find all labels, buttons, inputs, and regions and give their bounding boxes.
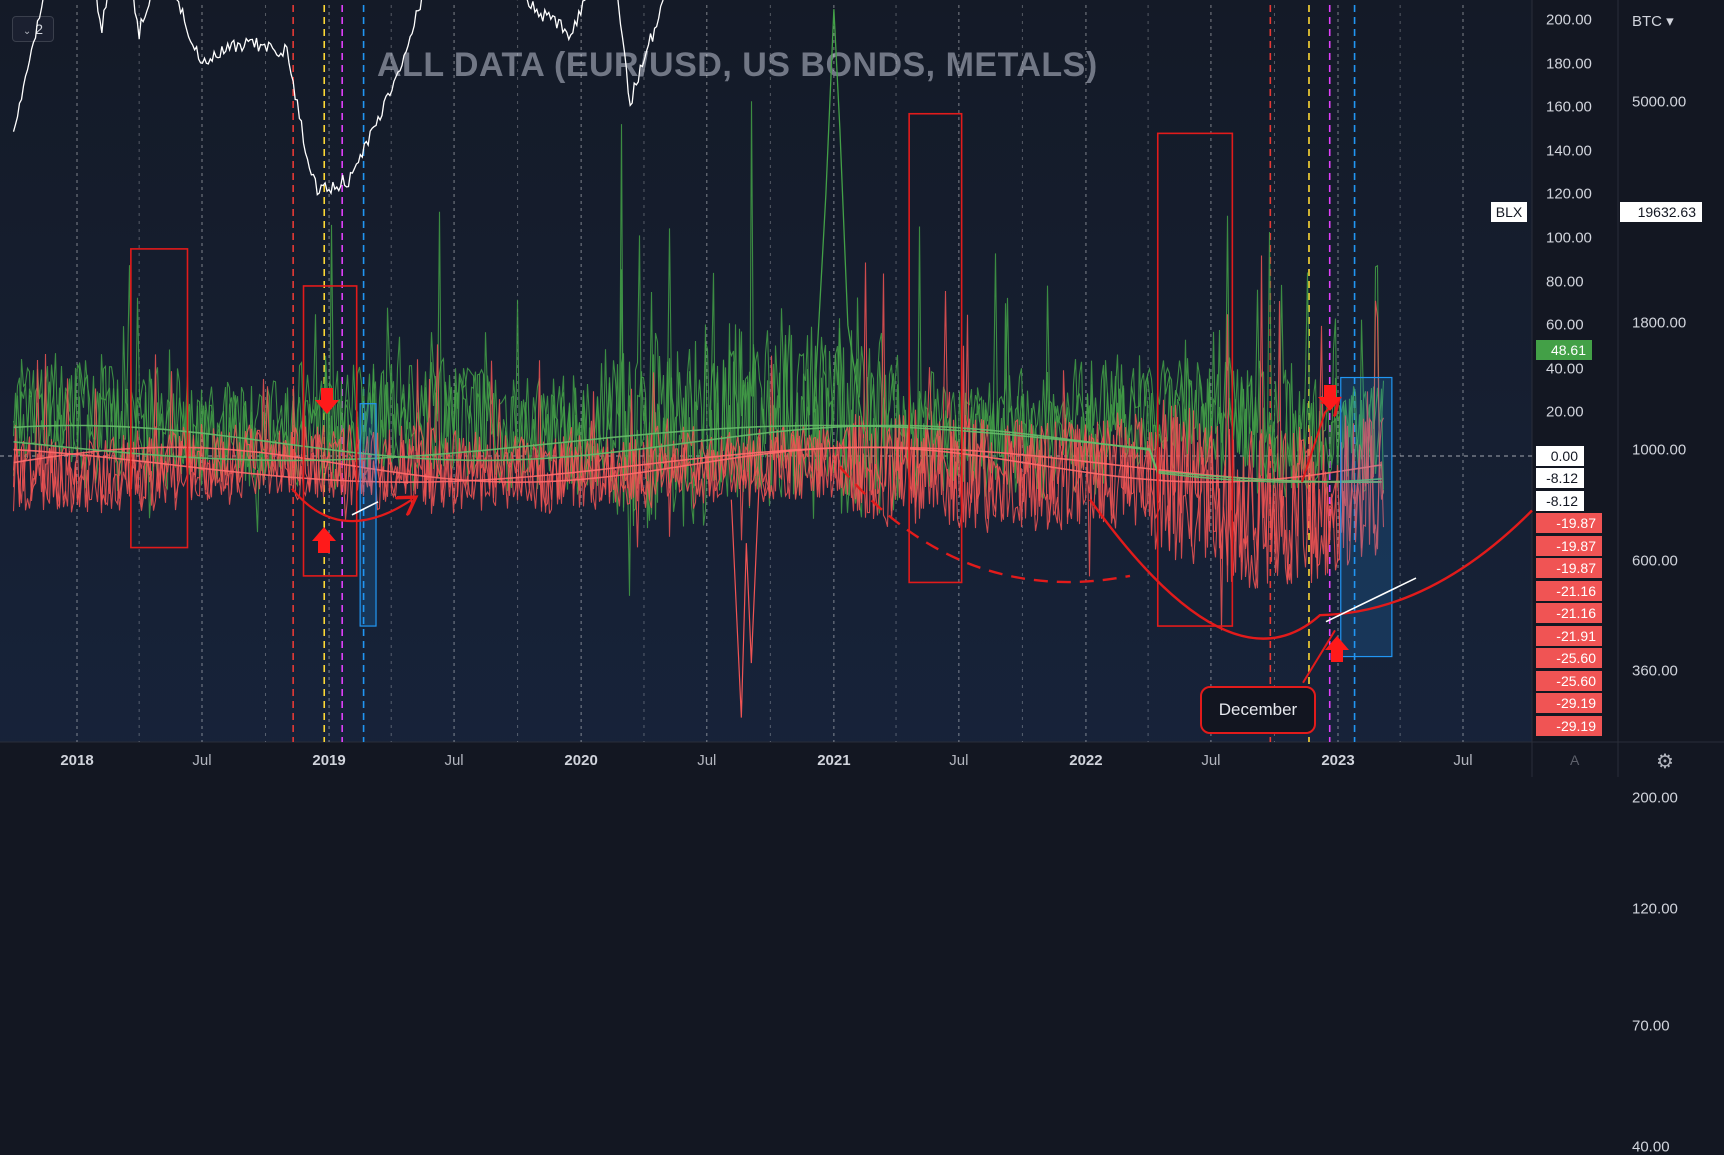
x-tick-label: 2018 — [60, 752, 94, 769]
y-tick-label-right: 600.00 — [1632, 552, 1678, 570]
moving-average-line — [13, 446, 1382, 484]
up-arrow-icon — [1325, 636, 1349, 662]
chevron-down-icon: ⌄ — [22, 26, 32, 37]
x-tick-label: 2022 — [1069, 752, 1103, 769]
last-value-label: -19.87 — [1536, 535, 1602, 556]
y-tick-label: 120.00 — [1546, 185, 1592, 203]
highlight-box-red — [1156, 132, 1234, 627]
y-tick-label: 60.00 — [1546, 316, 1584, 334]
last-value-label: -25.60 — [1536, 670, 1602, 691]
series-name-tag: BLX — [1491, 202, 1527, 222]
up-arrow-icon — [312, 527, 336, 553]
y-tick-label: 200.00 — [1546, 11, 1592, 29]
last-value-label: -19.87 — [1536, 513, 1602, 533]
last-value-label: -21.16 — [1536, 580, 1602, 601]
y-tick-label: 80.00 — [1546, 273, 1584, 291]
chevron-down-icon: ▾ — [1666, 13, 1674, 30]
x-tick-label: 2019 — [312, 752, 346, 769]
y-tick-label-right: 200.00 — [1632, 789, 1678, 807]
currency-label: BTC — [1632, 13, 1662, 30]
moving-average-line — [13, 424, 1382, 484]
y-tick-label-right: 5000.00 — [1632, 93, 1687, 111]
last-value-label: -29.19 — [1536, 715, 1602, 736]
y-tick-label: 180.00 — [1546, 55, 1592, 73]
last-value-label: 48.61 — [1536, 340, 1592, 360]
x-tick-label: Jul — [1201, 752, 1221, 769]
green-series-line — [12, 124, 1385, 596]
x-tick-label: 2023 — [1321, 752, 1355, 769]
chart-title: ALL DATA (EUR/USD, US BONDS, METALS) — [377, 46, 1098, 84]
highlight-box-red — [908, 112, 963, 584]
red-spike — [730, 477, 760, 718]
y-tick-label: 100.00 — [1546, 229, 1592, 247]
y-tick-label-right: 1000.00 — [1632, 441, 1687, 459]
last-value-label: -19.87 — [1536, 558, 1602, 578]
x-tick-label: Jul — [444, 752, 464, 769]
red-series-line — [12, 255, 1385, 584]
highlight-box-blue — [1340, 376, 1393, 658]
currency-selector[interactable]: BTC ▾ — [1632, 12, 1674, 30]
last-value-label: -29.19 — [1536, 693, 1602, 713]
blx-series-line — [12, 0, 664, 196]
layout-count: 2 — [35, 21, 44, 37]
december-callout: December — [1200, 686, 1316, 734]
highlight-box-red — [130, 248, 189, 549]
price-scale-panel — [1532, 0, 1724, 777]
chart-plot[interactable] — [0, 0, 1724, 777]
highlight-box-red — [302, 285, 358, 577]
down-arrow-icon — [1318, 385, 1342, 411]
layout-selector-button[interactable]: ⌄ 2 — [12, 16, 54, 42]
trend-segment — [351, 501, 379, 516]
y-tick-label: 40.00 — [1546, 360, 1584, 378]
time-axis-panel — [0, 742, 1724, 777]
trend-curve — [291, 488, 412, 523]
y-tick-label-right: 120.00 — [1632, 900, 1678, 918]
moving-average-line — [13, 446, 1382, 484]
last-value-label: -8.12 — [1536, 468, 1584, 488]
y-tick-label-right: 40.00 — [1632, 1138, 1670, 1155]
dashed-trend-curve — [839, 466, 1131, 584]
trend-curve — [1089, 498, 1533, 640]
last-value-label: -21.16 — [1536, 603, 1602, 623]
last-value-label: -8.12 — [1536, 490, 1584, 511]
x-tick-label: 2020 — [564, 752, 598, 769]
y-tick-label-right: 70.00 — [1632, 1017, 1670, 1035]
callout-pointer — [1302, 629, 1336, 684]
last-value-label: -25.60 — [1536, 648, 1602, 668]
down-arrow-icon — [315, 388, 339, 414]
x-tick-label: Jul — [1453, 752, 1473, 769]
y-tick-label: 160.00 — [1546, 98, 1592, 116]
x-tick-label: Jul — [697, 752, 717, 769]
y-tick-label: 20.00 — [1546, 403, 1584, 421]
highlight-box-blue — [359, 403, 377, 627]
y-tick-label: 140.00 — [1546, 142, 1592, 160]
x-tick-label: Jul — [949, 752, 969, 769]
trend-segment — [1325, 577, 1417, 623]
x-tick-label: 2021 — [817, 752, 851, 769]
gear-icon[interactable]: ⚙ — [1656, 751, 1674, 773]
last-value-label: 0.00 — [1536, 446, 1584, 466]
x-tick-label: Jul — [192, 752, 212, 769]
y-tick-label-right: 1800.00 — [1632, 314, 1687, 332]
auto-scale-button[interactable]: A — [1570, 752, 1580, 768]
blx-last-value: 19632.63 — [1620, 202, 1702, 222]
last-value-label: -21.91 — [1536, 625, 1602, 646]
y-tick-label-right: 360.00 — [1632, 662, 1678, 680]
green-spike — [813, 9, 865, 435]
